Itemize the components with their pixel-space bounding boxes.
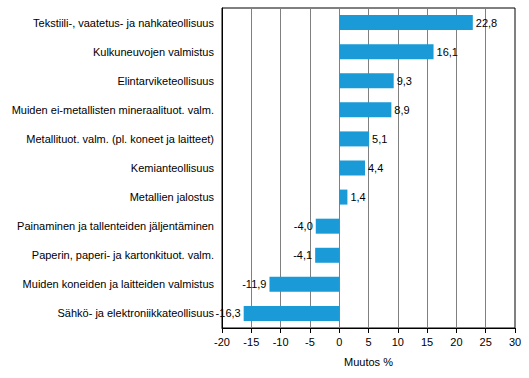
svg-text:Kemianteollisuus: Kemianteollisuus [131,162,215,174]
svg-text:1,4: 1,4 [350,191,365,203]
svg-text:Kulkuneuvojen valmistus: Kulkuneuvojen valmistus [93,46,215,58]
svg-text:Metallituot. valm. (pl. koneet: Metallituot. valm. (pl. koneet ja laitte… [26,133,214,145]
svg-text:-4,0: -4,0 [294,220,313,232]
svg-text:Paperin, paperi- ja kartonkitu: Paperin, paperi- ja kartonkituot. valm. [32,249,214,261]
svg-text:Muiden koneiden ja laitteiden: Muiden koneiden ja laitteiden valmistus [23,278,215,290]
svg-text:30: 30 [509,336,521,348]
svg-text:-11,9: -11,9 [242,278,266,290]
svg-text:15: 15 [421,336,433,348]
svg-text:Muutos %: Muutos % [344,356,393,368]
svg-text:5: 5 [365,336,371,348]
svg-text:-15: -15 [243,336,259,348]
svg-text:-4,1: -4,1 [293,249,312,261]
svg-text:Muiden ei-metallisten mineraal: Muiden ei-metallisten mineraalituot. val… [12,104,214,116]
svg-text:5,1: 5,1 [372,133,387,145]
svg-text:-20: -20 [214,336,230,348]
svg-text:-5: -5 [305,336,315,348]
svg-text:9,3: 9,3 [397,75,412,87]
svg-text:-16,3: -16,3 [216,307,241,319]
svg-text:Painaminen ja tallenteiden jäl: Painaminen ja tallenteiden jäljentäminen [17,220,214,232]
svg-text:Sähkö- ja elektroniikkateollis: Sähkö- ja elektroniikkateollisuus [57,307,214,319]
svg-text:Elintarviketeollisuus: Elintarviketeollisuus [117,75,214,87]
svg-text:Metallien jalostus: Metallien jalostus [130,191,215,203]
svg-text:0: 0 [336,336,342,348]
svg-text:20: 20 [450,336,462,348]
svg-text:-10: -10 [273,336,289,348]
svg-text:25: 25 [480,336,492,348]
svg-text:22,8: 22,8 [476,17,497,29]
svg-text:10: 10 [392,336,404,348]
svg-text:8,9: 8,9 [394,104,409,116]
svg-text:16,1: 16,1 [437,46,458,58]
svg-text:Tekstiili-, vaatetus- ja nahka: Tekstiili-, vaatetus- ja nahkateollisuus [33,17,214,29]
svg-text:4,4: 4,4 [368,162,383,174]
